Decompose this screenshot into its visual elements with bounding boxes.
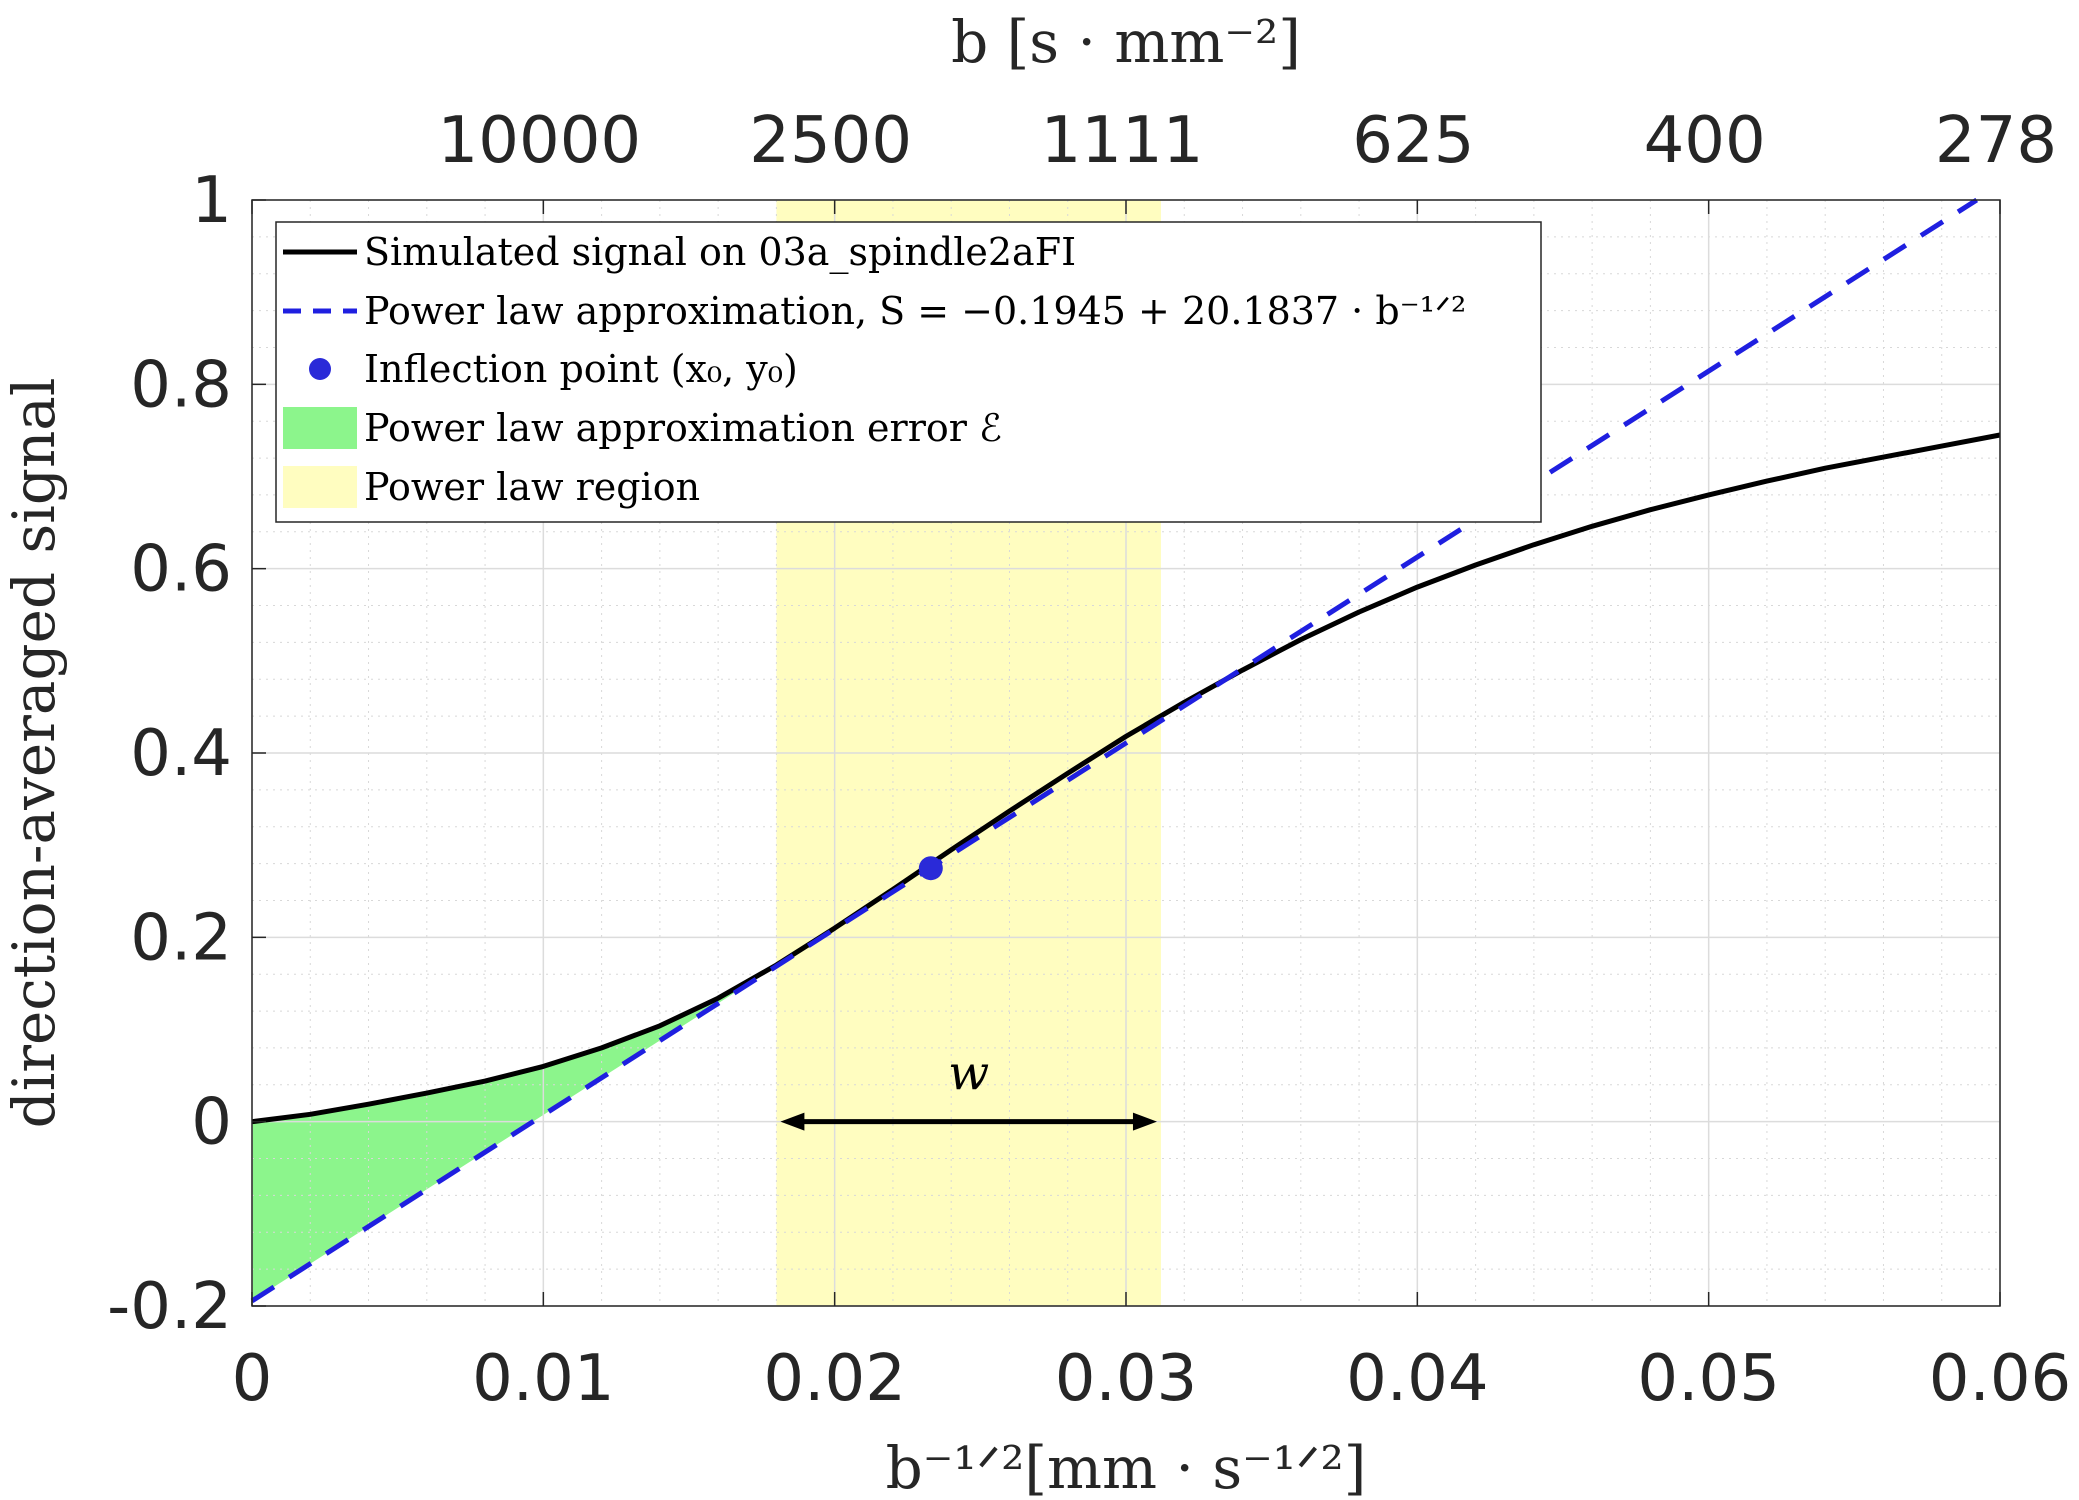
axes: 0 0.01 0.02 0.03 0.04 0.05 0.06-0.200.20.40.60… [0,8,2071,1500]
simulated-signal-line [251,432,2001,1125]
y-tick-label: 0.6 [130,533,232,607]
x-tick-label: 0.03 [1055,1342,1198,1416]
legend: Simulated signal on 03a_spindle2aFI Power… [275,221,1542,523]
x-tick-label: 0.05 [1637,1342,1780,1416]
x-tick-label: 0.02 [763,1342,906,1416]
inflection-point-marker [918,856,943,881]
x-tick-label: 0.06 [1929,1342,2072,1416]
top-x-tick-label: 278 [1935,104,2057,178]
y-tick-label: 1 [191,164,232,238]
y-tick-label: 0.8 [130,348,232,422]
power-law-line [250,197,1979,1304]
top-x-tick-label: 625 [1352,104,1474,178]
legend-error-label: Power law approximation error ℰ [364,406,1002,450]
annotations: w [780,1046,1157,1131]
series [250,197,2001,1304]
grid [251,199,2001,1307]
y-tick-label: -0.2 [107,1270,232,1344]
legend-region-label: Power law region [364,465,700,509]
legend-region-sample [283,466,357,508]
top-x-axis-label: b [s · mm⁻²] [951,8,1301,76]
x-axis-label: b⁻¹ᐟ²[mm · s⁻¹ᐟ²] [886,1434,1367,1500]
top-x-tick-label: 10000 [438,104,642,178]
x-tick-label: 0 [232,1342,273,1416]
legend-power-law-label: Power law approximation, S = −0.1945 + 2… [364,289,1466,333]
width-arrow-right-head [1132,1112,1157,1131]
y-tick-label: 0.2 [130,901,232,975]
x-tick-label: 0.04 [1346,1342,1489,1416]
legend-inflection-label: Inflection point (x₀, y₀) [364,347,798,391]
legend-inflection-sample [309,358,331,380]
width-label: w [948,1046,989,1102]
x-tick-label: 0.01 [472,1342,615,1416]
legend-simulated-label: Simulated signal on 03a_spindle2aFI [364,230,1076,275]
legend-error-sample [283,407,357,449]
legend-box [275,221,1542,523]
width-arrow-left-head [780,1112,805,1131]
y-tick-label: 0.4 [130,717,232,791]
top-x-tick-label: 2500 [749,104,912,178]
top-x-tick-label: 400 [1644,104,1766,178]
y-tick-label: 0 [191,1086,232,1160]
top-x-tick-label: 1111 [1041,104,1204,178]
y-axis-label: direction-averaged signal [0,378,68,1129]
